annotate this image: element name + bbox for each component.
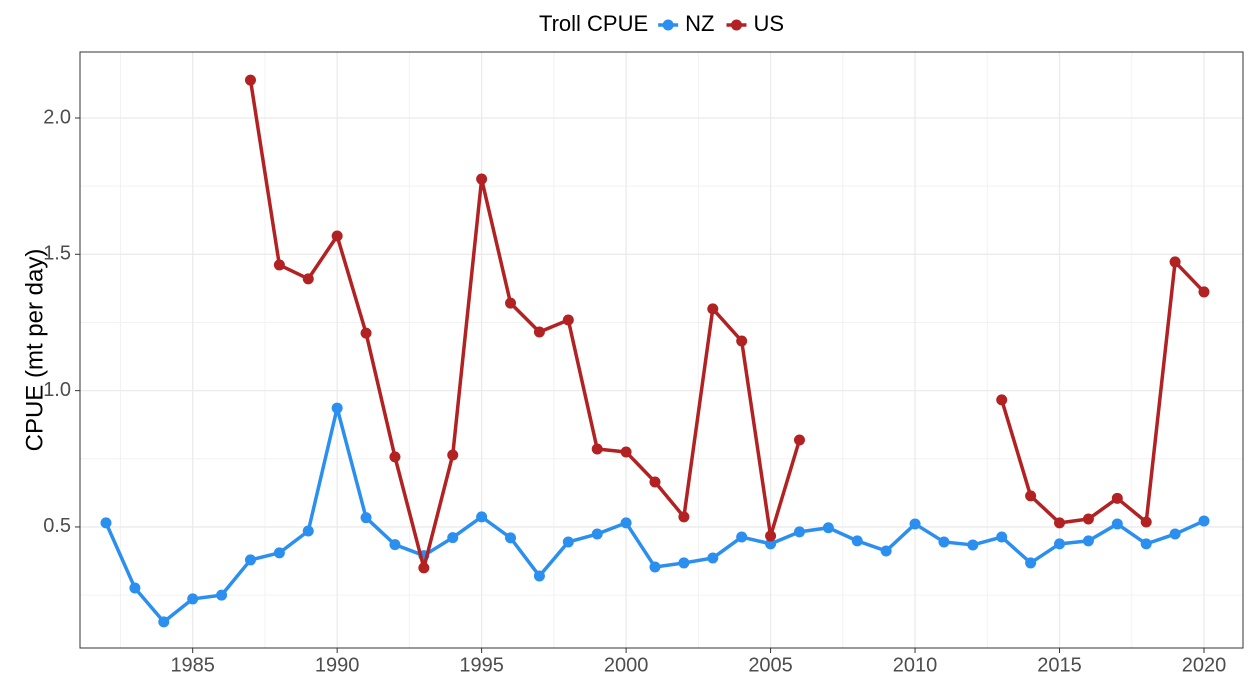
data-point xyxy=(1140,516,1152,528)
legend-key-point xyxy=(730,19,742,31)
data-point xyxy=(851,535,863,547)
data-point xyxy=(1082,513,1094,525)
legend-title: Troll CPUE xyxy=(539,11,648,36)
data-point xyxy=(331,230,343,242)
y-tick-label: 1.5 xyxy=(43,243,71,265)
data-point xyxy=(620,517,632,529)
data-point xyxy=(793,526,805,538)
data-point xyxy=(1082,535,1094,547)
data-point xyxy=(996,394,1008,406)
data-point xyxy=(909,518,921,530)
data-point xyxy=(1111,518,1123,530)
data-point xyxy=(707,552,719,564)
data-point xyxy=(1054,517,1066,529)
data-point xyxy=(1111,492,1123,504)
data-point xyxy=(620,446,632,458)
x-tick-label: 2005 xyxy=(748,654,793,676)
x-tick-label: 1985 xyxy=(170,654,215,676)
y-tick-label: 0.5 xyxy=(43,515,71,537)
y-tick-label: 2.0 xyxy=(43,106,71,128)
y-tick-label: 1.0 xyxy=(43,379,71,401)
data-point xyxy=(216,589,228,601)
data-point xyxy=(360,512,372,524)
data-point xyxy=(158,616,170,628)
data-point xyxy=(1198,286,1210,298)
x-tick-label: 2020 xyxy=(1182,654,1227,676)
data-point xyxy=(822,522,834,534)
data-point xyxy=(389,451,401,463)
data-point xyxy=(389,539,401,551)
data-point xyxy=(765,538,777,550)
data-point xyxy=(591,528,603,540)
data-point xyxy=(707,303,719,315)
data-point xyxy=(447,449,459,461)
data-point xyxy=(273,259,285,271)
data-point xyxy=(880,545,892,557)
data-point xyxy=(996,531,1008,543)
data-point xyxy=(562,536,574,548)
data-point xyxy=(765,530,777,542)
legend: Troll CPUE NZ US xyxy=(539,11,784,36)
data-point xyxy=(1054,538,1066,550)
data-point xyxy=(244,554,256,566)
data-point xyxy=(100,517,112,529)
data-point xyxy=(1169,256,1181,268)
data-point xyxy=(649,561,661,573)
data-point xyxy=(476,511,488,523)
data-point xyxy=(793,434,805,446)
data-point xyxy=(273,547,285,559)
x-tick-label: 2015 xyxy=(1037,654,1082,676)
y-axis-label: CPUE (mt per day) xyxy=(21,249,48,452)
data-point xyxy=(360,327,372,339)
legend-key-point xyxy=(662,19,674,31)
x-tick-label: 2000 xyxy=(604,654,649,676)
data-point xyxy=(505,532,517,544)
data-point xyxy=(476,173,488,185)
data-point xyxy=(1140,538,1152,550)
data-point xyxy=(302,525,314,537)
data-point xyxy=(418,562,430,574)
data-point xyxy=(129,582,141,594)
data-point xyxy=(187,593,199,605)
data-point xyxy=(678,511,690,523)
data-point xyxy=(331,402,343,414)
data-point xyxy=(1198,515,1210,527)
data-point xyxy=(967,539,979,551)
plot-border xyxy=(79,51,1244,649)
x-tick-label: 1990 xyxy=(315,654,360,676)
data-point xyxy=(533,326,545,338)
data-point xyxy=(562,314,574,326)
data-point xyxy=(938,536,950,548)
data-point xyxy=(505,297,517,309)
data-point xyxy=(736,335,748,347)
legend-label: NZ xyxy=(685,11,714,36)
data-point xyxy=(1025,490,1037,502)
series-line xyxy=(104,406,1205,624)
data-point xyxy=(533,570,545,582)
x-tick-label: 2010 xyxy=(893,654,938,676)
legend-label: US xyxy=(753,11,784,36)
x-tick-label: 1995 xyxy=(459,654,504,676)
series-line xyxy=(248,79,1206,570)
data-point xyxy=(447,532,459,544)
data-point xyxy=(1169,528,1181,540)
data-point xyxy=(736,531,748,543)
data-point xyxy=(302,273,314,285)
data-point xyxy=(649,476,661,488)
data-point xyxy=(678,557,690,569)
data-point xyxy=(591,443,603,455)
data-point xyxy=(1025,557,1037,569)
data-point xyxy=(244,74,256,86)
